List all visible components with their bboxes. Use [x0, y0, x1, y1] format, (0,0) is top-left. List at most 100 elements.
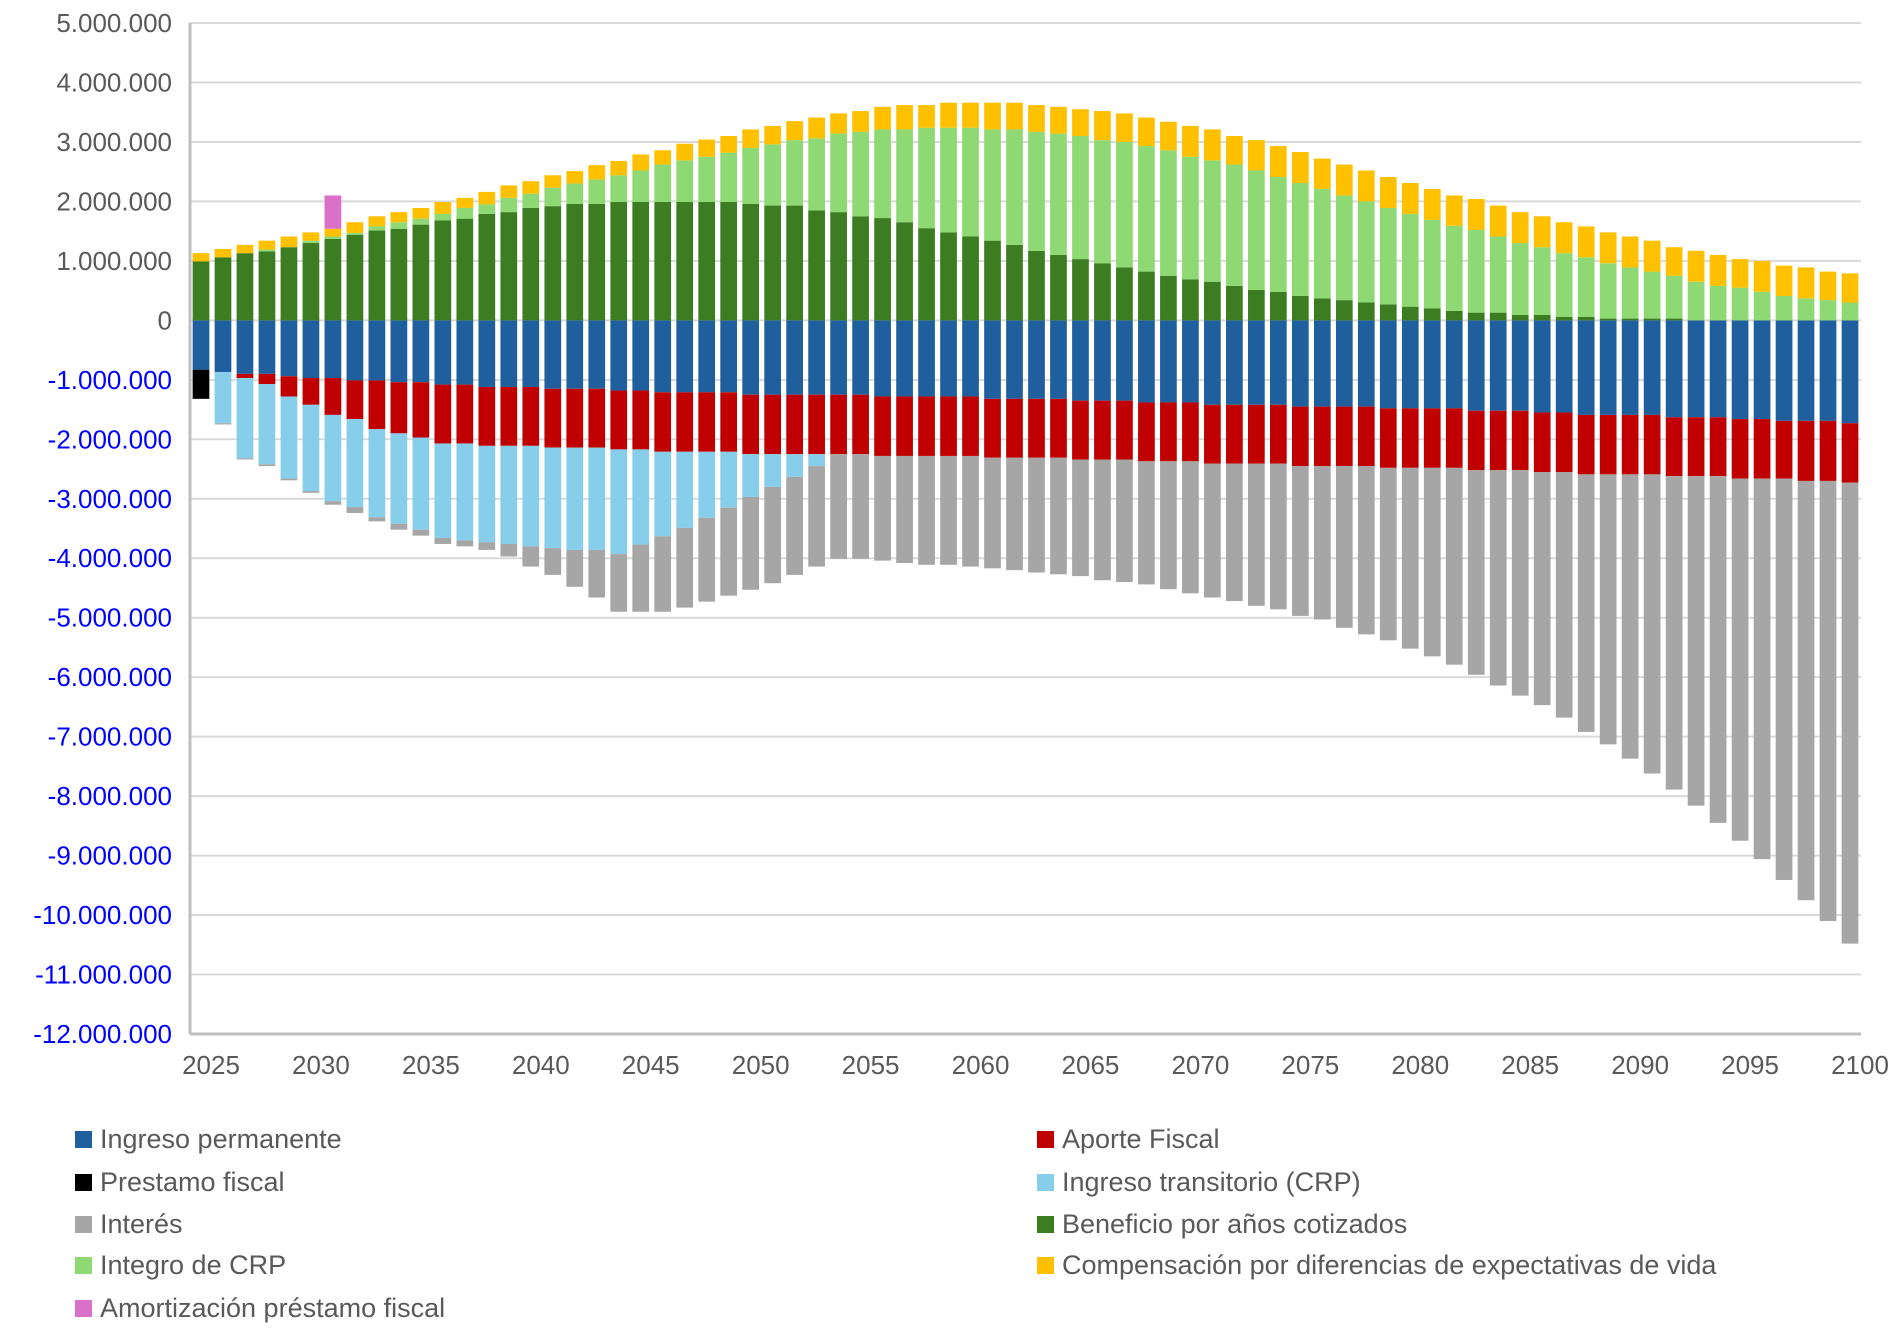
legend-item[interactable]: Ingreso transitorio (CRP) [1037, 1165, 1361, 1199]
bar-segment-2055-6 [852, 131, 869, 217]
bar-segment-2037-7 [456, 197, 474, 208]
bar-segment-2097-2 [1775, 420, 1793, 479]
bar-segment-2069-7 [1160, 121, 1177, 151]
bar-segment-2027-4 [236, 458, 254, 460]
legend-item[interactable]: Integro de CRP [75, 1248, 286, 1282]
bar-segment-2060-5 [962, 236, 979, 321]
bar-segment-2036-7 [434, 202, 452, 214]
bar-segment-2083-0 [1467, 320, 1485, 411]
legend-item[interactable]: Beneficio por años cotizados [1037, 1207, 1407, 1241]
bar-segment-2086-7 [1533, 216, 1551, 248]
bar-segment-2087-6 [1555, 253, 1573, 317]
bar-segment-2074-0 [1269, 320, 1287, 405]
bar-segment-2094-6 [1709, 285, 1727, 321]
legend-label: Beneficio por años cotizados [1062, 1208, 1408, 1239]
bar-segment-2060-0 [962, 320, 979, 397]
bar-segment-2026-3 [214, 372, 232, 424]
bar-segment-2037-2 [456, 384, 474, 444]
bar-segment-2054-2 [830, 394, 847, 455]
bar-segment-2042-2 [566, 388, 584, 448]
bar-segment-2082-6 [1445, 225, 1463, 311]
legend-swatch-icon [1037, 1256, 1054, 1274]
bar-segment-2060-7 [962, 102, 979, 128]
bar-segment-2073-7 [1248, 140, 1265, 171]
bar-segment-2049-7 [720, 135, 738, 153]
bar-segment-2030-2 [302, 378, 320, 405]
bar-segment-2052-2 [786, 394, 803, 455]
legend-item[interactable]: Compensación por diferencias de expectat… [1037, 1248, 1716, 1282]
bar-segment-2092-4 [1665, 476, 1683, 790]
bar-segment-2064-5 [1050, 254, 1067, 321]
bar-segment-2052-6 [786, 140, 803, 206]
bar-segment-2091-2 [1643, 414, 1661, 475]
legend-label: Interés [100, 1208, 183, 1239]
bar-segment-2073-0 [1248, 320, 1265, 405]
bar-segment-2027-5 [236, 253, 254, 321]
bar-segment-2066-2 [1094, 400, 1111, 460]
bar-segment-2030-4 [302, 491, 320, 493]
legend-item[interactable]: Ingreso permanente [75, 1122, 342, 1156]
bar-segment-2098-6 [1797, 298, 1815, 321]
bar-segment-2057-4 [896, 455, 913, 563]
bar-segment-2047-3 [676, 451, 694, 528]
legend-label: Integro de CRP [100, 1249, 287, 1280]
bar-segment-2034-4 [390, 523, 408, 530]
bar-segment-2055-7 [852, 111, 869, 132]
bar-segment-2038-6 [478, 204, 496, 214]
bar-segment-2093-2 [1687, 417, 1705, 477]
bar-segment-2053-3 [808, 454, 825, 467]
bar-segment-2085-6 [1511, 243, 1529, 315]
bar-segment-2036-4 [434, 538, 452, 544]
legend-swatch-icon [75, 1130, 92, 1148]
bar-segment-2085-7 [1511, 212, 1529, 244]
bar-segment-2091-6 [1643, 271, 1661, 319]
bar-segment-2069-0 [1160, 320, 1177, 403]
bar-segment-2058-2 [918, 396, 935, 456]
bar-segment-2048-3 [698, 451, 716, 518]
legend-label: Compensación por diferencias de expectat… [1062, 1249, 1717, 1280]
x-tick-label: 2030 [292, 1050, 350, 1080]
bar-segment-2033-6 [368, 226, 386, 231]
bar-segment-2067-2 [1116, 400, 1133, 460]
bar-segment-2060-4 [962, 455, 979, 567]
bar-segment-2076-2 [1313, 406, 1331, 467]
bar-segment-2088-5 [1577, 316, 1595, 321]
bar-segment-2098-4 [1797, 480, 1815, 901]
legend-item[interactable]: Prestamo fiscal [75, 1165, 285, 1199]
bar-segment-2088-4 [1577, 474, 1595, 732]
bar-segment-2036-0 [434, 320, 452, 385]
bar-segment-2059-0 [940, 320, 957, 397]
legend-item[interactable]: Amortización préstamo fiscal [75, 1291, 445, 1325]
bar-segment-2048-4 [698, 517, 716, 602]
bar-segment-2094-7 [1709, 254, 1727, 286]
bar-segment-2035-7 [412, 207, 430, 219]
legend-item[interactable]: Aporte Fiscal [1037, 1122, 1220, 1156]
bar-segment-2073-4 [1248, 463, 1265, 606]
bar-segment-2076-0 [1313, 320, 1331, 407]
bar-segment-2046-2 [654, 392, 672, 452]
bar-segment-2079-6 [1379, 207, 1397, 305]
bar-segment-2033-3 [368, 429, 386, 518]
legend-item[interactable]: Interés [75, 1207, 183, 1241]
bar-segment-2092-7 [1665, 247, 1683, 276]
bar-segment-2056-4 [874, 455, 891, 561]
bar-segment-2041-6 [544, 187, 562, 207]
bar-segment-2053-5 [808, 210, 825, 321]
bar-segment-2038-3 [478, 445, 496, 543]
y-tick-label: 5.000.000 [56, 8, 172, 38]
bar-segment-2053-4 [808, 466, 825, 567]
bar-segment-2044-5 [610, 202, 628, 321]
bar-segment-2046-4 [654, 536, 672, 612]
bar-segment-2070-2 [1182, 402, 1199, 462]
bar-segment-2028-2 [258, 373, 276, 384]
bar-segment-2078-7 [1357, 170, 1375, 202]
bar-segment-2075-4 [1291, 466, 1309, 616]
bar-segment-2098-2 [1797, 420, 1815, 481]
axes [188, 23, 1861, 1036]
bar-segment-2099-7 [1819, 271, 1837, 301]
bar-segment-2034-0 [390, 320, 408, 383]
bar-segment-2047-2 [676, 392, 694, 452]
bar-segment-2062-7 [1006, 102, 1023, 130]
bar-segment-2031-3 [324, 414, 342, 502]
